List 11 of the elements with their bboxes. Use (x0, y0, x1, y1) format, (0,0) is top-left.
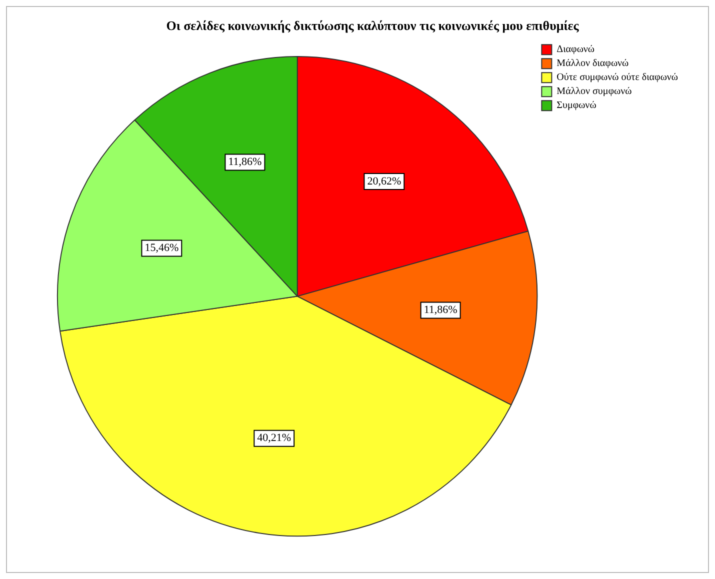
data-label: 40,21% (257, 432, 292, 444)
data-label: 11,86% (228, 156, 262, 168)
data-label: 20,62% (367, 175, 402, 188)
legend-label: Μάλλον συμφωνώ (556, 86, 632, 98)
legend-label: Ούτε συμφωνώ ούτε διαφωνώ (556, 72, 678, 84)
chart-title: Οι σελίδες κοινωνικής δικτύωσης καλύπτουν τις κοινωνικές μου επιθυμίες (166, 18, 580, 34)
data-label: 11,86% (424, 304, 458, 316)
legend-label: Μάλλον διαφωνώ (556, 58, 630, 70)
legend-label: Συμφωνώ (556, 100, 597, 112)
legend-label: Διαφωνώ (556, 44, 595, 56)
data-label: 15,46% (144, 242, 179, 254)
